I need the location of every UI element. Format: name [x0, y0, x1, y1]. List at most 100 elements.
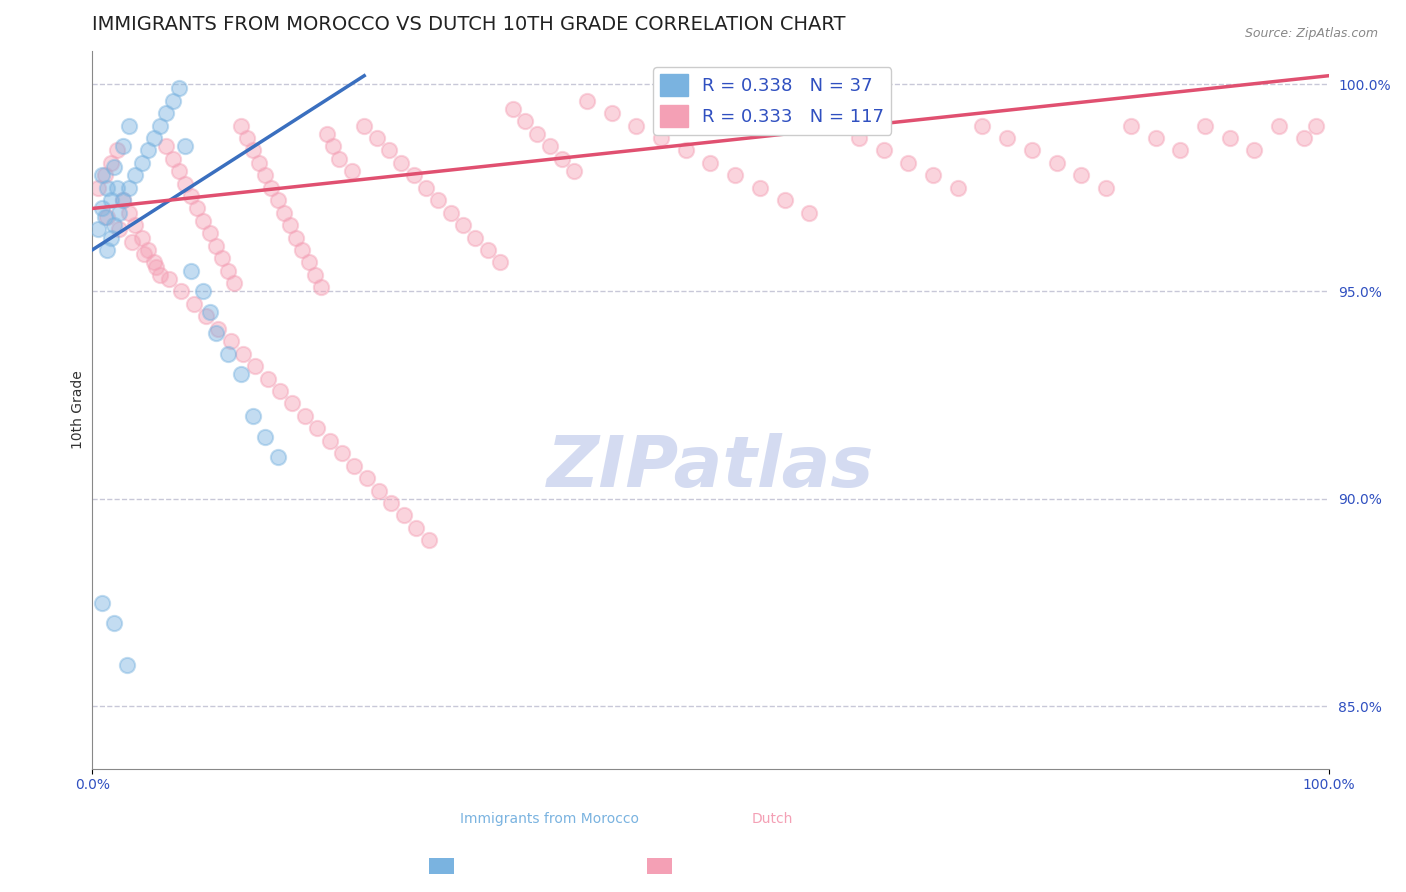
Point [242, 409, 264, 423]
Point [922, 169, 945, 183]
Point [266, 450, 288, 465]
Point [143, 131, 166, 145]
Point [91, 169, 114, 183]
Point [356, 471, 378, 485]
Point [281, 396, 304, 410]
Point [427, 193, 450, 207]
Point [193, 285, 215, 299]
Point [330, 446, 353, 460]
Point [100, 230, 122, 244]
Point [1194, 119, 1216, 133]
Point [294, 409, 316, 423]
Point [112, 193, 135, 207]
Point [285, 230, 308, 244]
Point [91, 596, 114, 610]
Point [353, 119, 375, 133]
Point [402, 169, 425, 183]
Point [799, 205, 821, 219]
Point [167, 164, 190, 178]
Point [219, 334, 242, 349]
Point [526, 127, 548, 141]
Point [198, 227, 221, 241]
Point [328, 152, 350, 166]
Point [93, 169, 115, 183]
Point [115, 657, 138, 672]
Point [291, 243, 314, 257]
Text: Source: ZipAtlas.com: Source: ZipAtlas.com [1244, 27, 1378, 40]
Point [366, 131, 388, 145]
Point [96, 180, 118, 194]
Point [1021, 144, 1043, 158]
Point [224, 276, 246, 290]
Point [538, 139, 561, 153]
Point [136, 144, 159, 158]
Point [145, 260, 167, 274]
Point [748, 180, 770, 194]
Point [103, 218, 125, 232]
Legend: R = 0.338   N = 37, R = 0.333   N = 117: R = 0.338 N = 37, R = 0.333 N = 117 [654, 67, 891, 135]
Point [100, 193, 122, 207]
Point [1292, 131, 1315, 145]
Point [180, 263, 202, 277]
Point [440, 205, 463, 219]
Point [256, 371, 278, 385]
Point [207, 322, 229, 336]
Point [118, 180, 141, 194]
Point [1168, 144, 1191, 158]
Point [1268, 119, 1291, 133]
Point [87, 222, 110, 236]
Point [699, 156, 721, 170]
Point [464, 230, 486, 244]
Point [149, 268, 172, 282]
Point [105, 144, 128, 158]
Point [254, 430, 277, 444]
Point [162, 152, 184, 166]
Point [1305, 119, 1327, 133]
Point [131, 230, 153, 244]
Point [155, 106, 177, 120]
Point [513, 114, 536, 128]
Point [245, 359, 267, 373]
Point [124, 218, 146, 232]
Point [626, 119, 648, 133]
Point [108, 205, 131, 219]
Point [322, 139, 344, 153]
Point [946, 180, 969, 194]
Point [368, 483, 391, 498]
Point [112, 193, 135, 207]
Point [96, 243, 118, 257]
Text: Dutch: Dutch [752, 812, 793, 826]
Point [194, 310, 217, 324]
Point [477, 243, 499, 257]
Point [100, 156, 122, 170]
Point [266, 193, 288, 207]
Point [724, 169, 747, 183]
Point [183, 297, 205, 311]
Point [157, 272, 180, 286]
Point [897, 156, 920, 170]
Point [309, 280, 332, 294]
Point [121, 235, 143, 249]
Point [380, 496, 402, 510]
Point [247, 156, 270, 170]
Point [96, 210, 118, 224]
Point [564, 164, 586, 178]
Point [1243, 144, 1265, 158]
Point [87, 180, 110, 194]
Point [205, 326, 228, 340]
Point [389, 156, 412, 170]
Point [217, 346, 239, 360]
Point [823, 119, 845, 133]
Point [217, 263, 239, 277]
Point [405, 521, 427, 535]
Text: Immigrants from Morocco: Immigrants from Morocco [460, 812, 640, 826]
Point [118, 119, 141, 133]
Point [174, 139, 197, 153]
Point [392, 508, 415, 523]
Point [415, 180, 437, 194]
Point [304, 268, 326, 282]
Point [103, 160, 125, 174]
Point [1046, 156, 1069, 170]
Point [575, 94, 598, 108]
Point [600, 106, 623, 120]
